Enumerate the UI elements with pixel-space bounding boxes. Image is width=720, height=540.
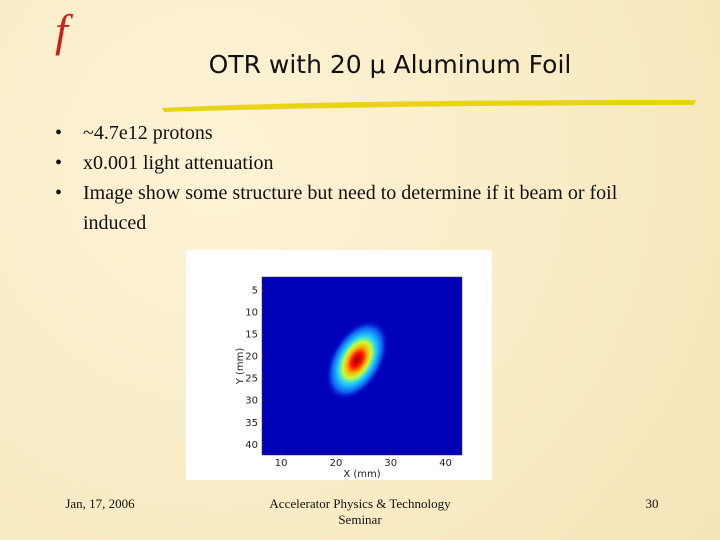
title-underline — [162, 100, 696, 112]
y-tick-label: 20 — [245, 352, 258, 363]
x-tick-label: 10 — [275, 458, 288, 469]
footer-date: Jan, 17, 2006 — [65, 496, 135, 511]
bullet-list: ~4.7e12 protons x0.001 light attenuation… — [55, 118, 635, 238]
y-tick-label: 25 — [245, 374, 258, 385]
beam-image: 10 20 30 40 5 10 15 20 25 30 35 40 X (mm) Y (mm) — [186, 250, 492, 480]
bullet: ~4.7e12 protons — [55, 118, 635, 148]
y-tick-label: 35 — [245, 418, 258, 429]
x-tick-label: 20 — [330, 458, 343, 469]
beam-spot — [325, 319, 389, 401]
x-tick-label: 30 — [384, 458, 397, 469]
slide-title: OTR with 20 μ Aluminum Foil — [208, 50, 572, 79]
y-tick-label: 15 — [245, 329, 258, 340]
y-tick-label: 30 — [245, 396, 258, 407]
x-tick-label: 40 — [439, 458, 452, 469]
y-tick-label: 10 — [245, 307, 258, 318]
y-axis-label: Y (mm) — [235, 348, 246, 386]
logo: f — [55, 5, 68, 56]
y-tick-label: 5 — [252, 285, 258, 296]
footer-title: Accelerator Physics & Technology Seminar — [269, 496, 451, 527]
bullet: Image show some structure but need to de… — [55, 178, 635, 238]
bullet: x0.001 light attenuation — [55, 148, 635, 178]
x-axis-label: X (mm) — [343, 469, 380, 480]
page-number: 30 — [645, 496, 659, 511]
y-tick-label: 40 — [245, 440, 258, 451]
